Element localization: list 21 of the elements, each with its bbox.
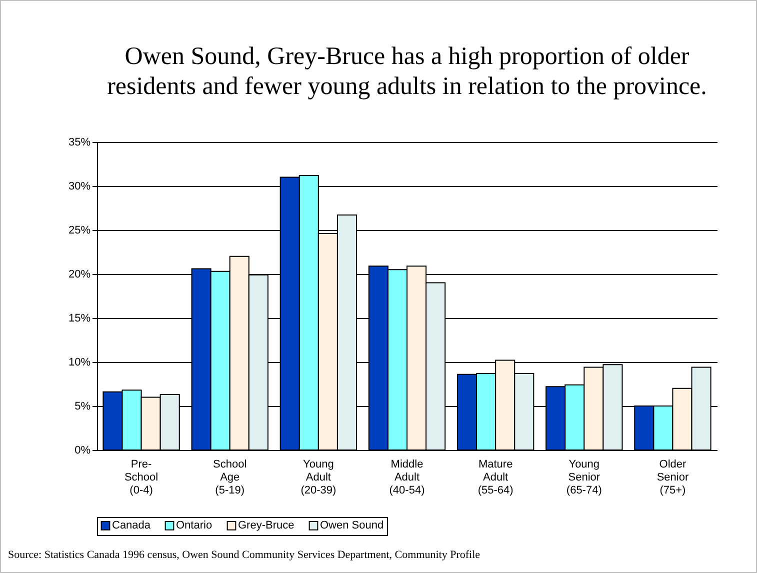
- y-tick-label: 5%: [74, 400, 91, 412]
- x-tick-label: Pre- School (0-4): [124, 458, 158, 496]
- x-tick-label: Young Senior (65-74): [566, 458, 602, 496]
- y-tick-label: 35%: [68, 136, 91, 148]
- y-tick-label: 20%: [68, 268, 91, 280]
- x-tick-label: Middle Adult (40-54): [389, 458, 425, 496]
- legend-label: Owen Sound: [320, 520, 384, 532]
- legend-label: Canada: [112, 520, 152, 532]
- x-tick-label: School Age (5-19): [213, 458, 247, 496]
- y-tick-label: 0%: [74, 444, 91, 456]
- x-tick-label: Young Adult (20-39): [300, 458, 336, 496]
- x-tick-label: Mature Adult (55-64): [478, 458, 514, 496]
- chart-title: Owen Sound, Grey-Bruce has a high proportion of older residents and fewer young adults in relation to the province.: [107, 43, 707, 100]
- legend-label: Grey-Bruce: [238, 520, 294, 532]
- y-tick-label: 25%: [68, 224, 91, 236]
- legend-label: Ontario: [176, 520, 212, 532]
- y-tick-label: 10%: [68, 356, 91, 368]
- source-note: Source: Statistics Canada 1996 census, Owen Sound Community Services Department, Community Profile: [8, 549, 480, 561]
- y-tick-label: 30%: [68, 180, 91, 192]
- x-tick-label: Older Senior (75+): [656, 458, 689, 496]
- y-tick-label: 15%: [68, 312, 91, 324]
